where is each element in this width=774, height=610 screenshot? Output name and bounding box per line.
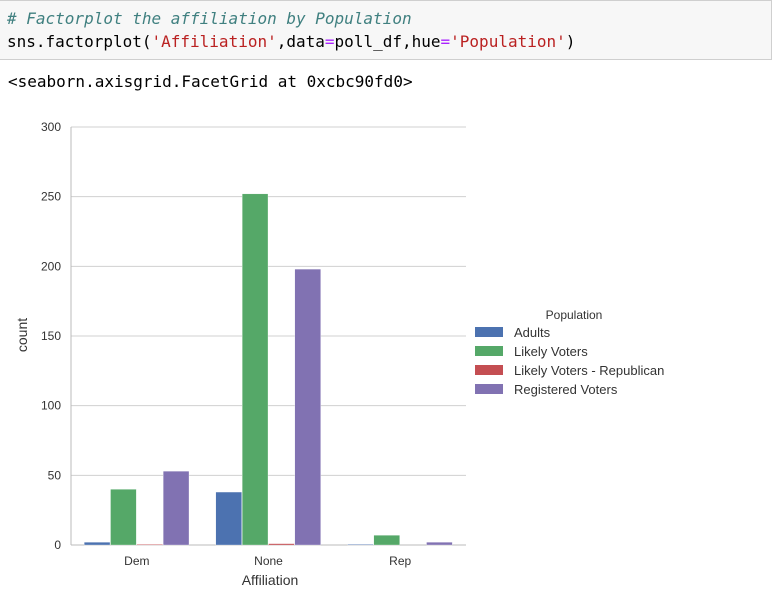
y-tick-label: 150: [41, 329, 61, 343]
code-line: sns.factorplot('Affiliation',data=poll_d…: [7, 32, 575, 51]
y-tick-label: 300: [41, 120, 61, 134]
bar-likely-voters-republican-dem: [136, 544, 163, 546]
x-tick-label: Dem: [124, 554, 149, 568]
x-axis-label: Affiliation: [242, 572, 299, 588]
legend-label-registered-voters: Registered Voters: [514, 382, 618, 397]
bar-adults-dem: [84, 542, 111, 546]
bars: [84, 193, 453, 546]
legend-swatch-adults: [475, 327, 503, 337]
bar-adults-none: [215, 491, 242, 546]
code-cell[interactable]: # Factorplot the affiliation by Populati…: [0, 0, 772, 60]
legend-label-likely-voters: Likely Voters: [514, 344, 588, 359]
bar-registered-voters-none: [294, 268, 321, 546]
code-equals: =: [440, 32, 451, 51]
code-arg-affiliation: 'Affiliation': [151, 32, 277, 51]
bar-likely-voters-none: [242, 193, 269, 546]
legend-label-likely-voters-republican: Likely Voters - Republican: [514, 363, 664, 378]
legend-swatch-likely-voters-republican: [475, 365, 503, 375]
code-arg-df: poll_df,hue: [334, 32, 441, 51]
y-tick-label: 100: [41, 399, 61, 413]
legend-label-adults: Adults: [514, 325, 551, 340]
code-close-paren: ): [565, 32, 576, 51]
code-arg-population: 'Population': [450, 32, 566, 51]
code-function: sns.factorplot(: [7, 32, 152, 51]
y-tick-label: 250: [41, 190, 61, 204]
legend-title: Population: [546, 308, 603, 322]
bar-registered-voters-rep: [426, 542, 453, 546]
y-tick-label: 50: [48, 468, 62, 482]
legend: Population Adults Likely Voters Likely Vot…: [475, 308, 664, 397]
bar-likely-voters-dem: [110, 489, 137, 546]
gridlines: [70, 126, 466, 546]
y-tick-label: 200: [41, 259, 61, 273]
bar-likely-voters-republican-none: [268, 543, 295, 546]
y-tick-labels: 0 50 100 150 200 250 300: [41, 120, 61, 552]
x-tick-label: Rep: [389, 554, 411, 568]
factorplot-chart: 0 50 100 150 200 250 300 Dem None Rep Affiliatio…: [14, 120, 664, 588]
y-axis-label: count: [14, 318, 30, 352]
bar-adults-rep: [347, 544, 374, 546]
legend-swatch-likely-voters: [475, 346, 503, 356]
y-tick-label: 0: [54, 538, 61, 552]
bar-likely-voters-rep: [373, 535, 400, 546]
legend-swatch-registered-voters: [475, 384, 503, 394]
code-comment: # Factorplot the affiliation by Populati…: [7, 9, 412, 28]
x-tick-label: None: [254, 554, 283, 568]
code-equals: =: [324, 32, 335, 51]
code-sep-data: ,data: [276, 32, 325, 51]
bar-registered-voters-dem: [163, 471, 190, 546]
x-tick-labels: Dem None Rep: [124, 554, 411, 568]
output-repr: <seaborn.axisgrid.FacetGrid at 0xcbc90fd…: [8, 72, 413, 91]
